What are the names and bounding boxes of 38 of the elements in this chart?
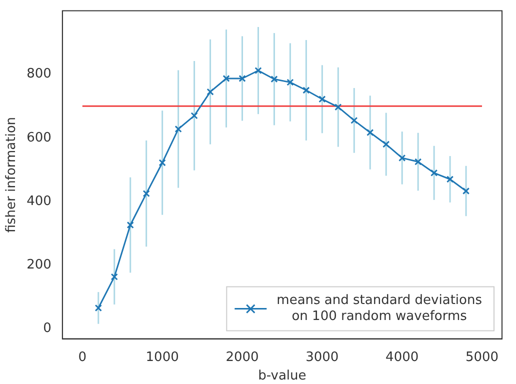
point	[110, 273, 118, 280]
x-axis-title: b-value	[258, 368, 306, 384]
point	[350, 116, 358, 124]
point	[238, 74, 246, 82]
point	[286, 78, 294, 86]
y-tick-label: 800	[26, 66, 52, 82]
point	[94, 304, 102, 312]
point	[174, 125, 182, 133]
point	[206, 88, 214, 96]
point	[430, 169, 438, 176]
x-tick-label: 4000	[386, 350, 419, 365]
point	[126, 221, 134, 229]
y-tick-label: 0	[43, 321, 52, 336]
x-tick-label: 2000	[226, 350, 259, 365]
point	[414, 158, 422, 166]
y-tick-label: 600	[26, 130, 52, 146]
legend-label: means and standard deviations on 100 random waveforms	[276, 293, 482, 324]
point	[446, 176, 454, 183]
y-axis-title: fisher information	[4, 116, 20, 233]
y-tick-label: 400	[26, 194, 52, 209]
x-tick-label: 1000	[146, 350, 179, 365]
x-tick-label: 3000	[306, 350, 339, 365]
point	[190, 112, 198, 120]
x-tick-label: 0	[78, 350, 87, 365]
point	[334, 104, 342, 111]
point	[270, 76, 278, 83]
point	[158, 159, 166, 166]
point	[142, 190, 150, 198]
point	[302, 86, 310, 94]
point	[254, 66, 262, 74]
point	[382, 140, 390, 148]
point	[366, 128, 374, 136]
point	[462, 187, 470, 195]
x-tick-label: 5000	[465, 350, 499, 365]
point	[398, 154, 406, 162]
point	[318, 96, 326, 103]
y-tick-label: 200	[26, 257, 52, 272]
point	[222, 74, 230, 82]
